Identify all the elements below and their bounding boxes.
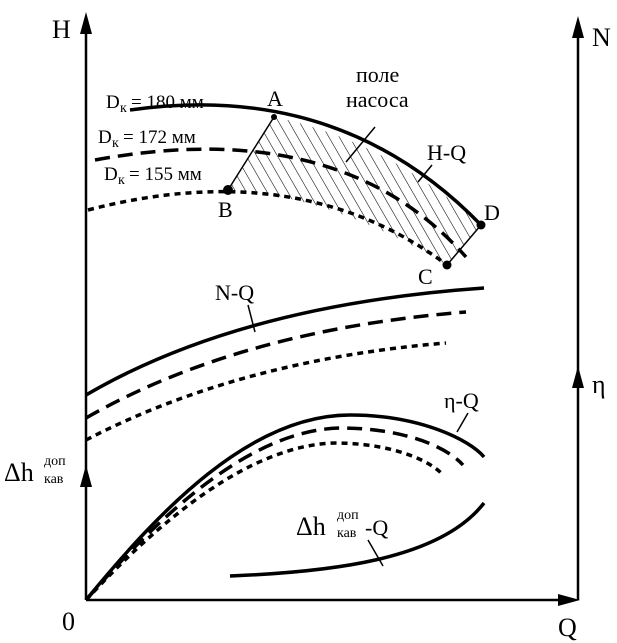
svg-text:= 155 мм: = 155 мм	[129, 164, 202, 185]
eta-axis-label: η	[592, 370, 606, 399]
point-d-marker	[476, 220, 486, 230]
point-a-marker	[271, 114, 277, 120]
dh-axis-label: Δh доп кав	[4, 454, 66, 487]
etaq-curve-180	[84, 413, 486, 602]
svg-text:к: к	[118, 173, 125, 188]
dhq-curve	[229, 501, 486, 578]
field-label-line1: поле	[356, 62, 399, 87]
svg-text:к: к	[120, 101, 127, 116]
etaq-label: η-Q	[444, 388, 479, 413]
nq-label: N-Q	[215, 280, 254, 305]
origin-label: 0	[62, 607, 75, 636]
point-c-marker	[442, 260, 452, 270]
point-c-label: C	[418, 264, 433, 289]
pump-field-area	[228, 117, 481, 265]
eta-axis-arrow	[572, 366, 584, 388]
field-label-line2: насоса	[346, 87, 409, 112]
nq-curve-180	[85, 286, 485, 397]
boundary-line-dc	[446, 224, 482, 266]
etaq-curve-155	[84, 441, 445, 602]
q-axis-label: Q	[558, 613, 577, 642]
svg-text:доп: доп	[44, 454, 66, 469]
svg-text:кав: кав	[337, 526, 357, 541]
leader-field	[345, 126, 376, 163]
h-axis-arrow	[80, 12, 92, 34]
nq-curve-155	[85, 341, 447, 442]
leader-etaq	[456, 412, 469, 433]
svg-text:D: D	[106, 92, 120, 113]
hq-curve-155	[87, 189, 449, 267]
hq-curve-172	[94, 147, 468, 259]
h-axis-label: H	[52, 15, 71, 44]
n-axis-label: N	[592, 23, 611, 52]
svg-text:-Q: -Q	[365, 515, 388, 540]
svg-text:кав: кав	[44, 472, 64, 487]
n-axis-arrow	[572, 16, 584, 38]
leader-nq	[247, 304, 256, 333]
diameter-label-155: D к = 155 мм	[104, 164, 202, 188]
boundary-line-ab	[227, 116, 275, 191]
point-b-label: B	[218, 197, 233, 222]
svg-text:доп: доп	[337, 508, 359, 523]
svg-text:= 172 мм: = 172 мм	[123, 127, 196, 148]
etaq-curve-172	[84, 426, 465, 602]
svg-text:Δh: Δh	[296, 512, 326, 541]
point-b-marker	[223, 185, 233, 195]
diameter-label-172: D к = 172 мм	[98, 127, 196, 151]
nq-curve-172	[85, 310, 467, 420]
point-d-label: D	[484, 200, 500, 225]
dhq-label: Δh доп кав -Q	[296, 508, 388, 541]
svg-text:= 180 мм: = 180 мм	[131, 92, 204, 113]
svg-text:D: D	[98, 127, 112, 148]
dh-axis-arrow	[80, 465, 92, 487]
hq-curve-180	[129, 103, 483, 227]
hq-label: H-Q	[427, 140, 466, 165]
diameter-label-180: D к = 180 мм	[106, 92, 204, 116]
q-axis-arrow	[558, 594, 580, 606]
svg-text:к: к	[112, 136, 119, 151]
leader-hq	[417, 164, 433, 183]
svg-text:Δh: Δh	[4, 458, 34, 487]
leader-dhq	[367, 539, 384, 567]
point-a-label: A	[267, 86, 283, 111]
svg-text:D: D	[104, 164, 118, 185]
